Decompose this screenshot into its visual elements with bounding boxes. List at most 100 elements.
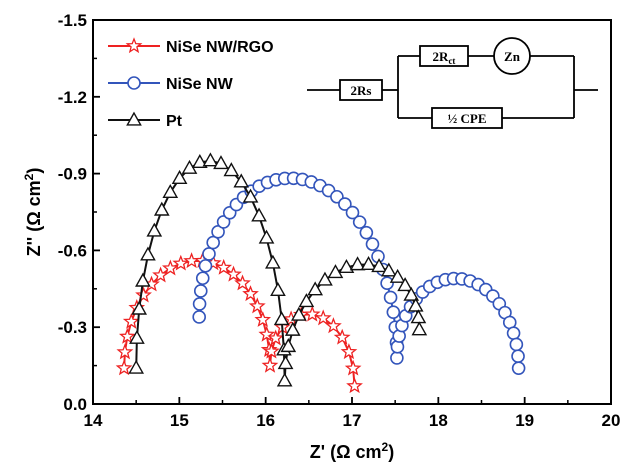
data-point	[251, 207, 267, 222]
data-point	[314, 309, 332, 326]
data-point	[276, 372, 293, 387]
data-point	[298, 293, 315, 308]
data-point	[258, 325, 276, 342]
y-tick-label: -0.3	[58, 318, 87, 337]
y-tick-label: -0.9	[58, 165, 87, 184]
data-point	[213, 155, 229, 170]
data-point	[135, 286, 152, 303]
equivalent-circuit-diagram	[307, 37, 598, 129]
data-point	[223, 162, 240, 177]
data-point	[127, 76, 141, 90]
data-point	[344, 359, 362, 376]
data-point	[152, 266, 169, 283]
data-point	[161, 259, 179, 276]
data-point	[359, 225, 374, 240]
x-tick-label: 15	[170, 411, 189, 430]
data-point	[333, 328, 351, 345]
circuit-rct-label: 2Rct	[433, 49, 456, 66]
data-point	[115, 359, 133, 376]
data-point	[407, 297, 424, 312]
data-point	[193, 284, 208, 298]
data-point	[325, 317, 342, 334]
data-point	[118, 327, 136, 344]
data-point	[371, 258, 387, 273]
data-point	[128, 359, 145, 374]
y-tick-label: -1.2	[58, 88, 87, 107]
data-point	[411, 321, 428, 336]
y-tick-label: -1.5	[58, 11, 87, 30]
series-line	[198, 177, 520, 369]
data-point	[360, 256, 377, 271]
data-point	[506, 326, 521, 340]
data-point	[116, 343, 134, 360]
series-layer	[115, 152, 526, 394]
data-point	[129, 329, 145, 344]
data-point	[389, 268, 406, 283]
data-point	[291, 306, 307, 321]
data-point	[383, 290, 398, 305]
data-point	[277, 355, 294, 370]
data-point	[263, 342, 280, 359]
data-point	[215, 258, 233, 275]
x-axis-title: Z' (Ω cm2)	[310, 440, 394, 462]
data-point	[303, 305, 321, 322]
data-point	[162, 183, 179, 199]
data-point	[202, 152, 219, 167]
data-point	[126, 111, 142, 126]
data-point	[338, 258, 355, 274]
data-point	[172, 254, 190, 271]
legend: NiSe NW/RGO NiSe NW Pt	[108, 37, 274, 130]
data-point	[140, 246, 156, 261]
data-point	[195, 271, 210, 286]
data-point	[365, 237, 380, 251]
data-point	[192, 153, 208, 168]
data-point	[171, 169, 188, 184]
data-point	[267, 329, 285, 346]
data-point	[352, 215, 367, 229]
data-point	[202, 247, 216, 261]
data-point	[380, 262, 397, 277]
data-point	[261, 356, 279, 373]
x-tick-label: 19	[515, 411, 534, 430]
legend-label: NiSe NW	[166, 76, 234, 93]
data-point	[233, 173, 250, 188]
data-point	[192, 310, 206, 324]
data-point	[216, 215, 231, 229]
data-point	[327, 264, 344, 279]
data-point	[340, 343, 358, 360]
data-point	[270, 281, 286, 297]
y-axis-title: Z'' (Ω cm2)	[22, 168, 44, 257]
data-point	[509, 337, 524, 352]
circuit-rs-label: 2Rs	[351, 83, 372, 98]
data-point	[135, 272, 151, 287]
series-group	[128, 152, 428, 387]
data-point	[410, 309, 427, 324]
data-point	[211, 225, 225, 239]
data-point	[284, 321, 301, 336]
data-point	[225, 265, 242, 282]
data-point	[234, 274, 251, 291]
x-tick-label: 14	[84, 411, 103, 430]
axis-ticks: 14 15 16 17 18 19 20 0.0 -0.3 -0.6 -0.9 -1.2 -1.5	[58, 11, 621, 430]
data-point	[153, 201, 170, 216]
data-point	[338, 197, 352, 211]
data-point	[280, 338, 297, 353]
data-point	[192, 297, 207, 311]
data-point	[380, 276, 394, 291]
x-tick-label: 20	[602, 411, 621, 430]
x-tick-label: 18	[429, 411, 448, 430]
data-point	[131, 300, 148, 315]
legend-label: Pt	[166, 113, 183, 130]
x-tick-label: 17	[343, 411, 362, 430]
data-point	[349, 256, 366, 271]
data-point	[273, 311, 290, 326]
data-point	[242, 188, 259, 203]
circuit-zn-label: Zn	[504, 49, 521, 64]
data-point	[346, 377, 363, 394]
data-point	[403, 286, 420, 301]
x-tick-label: 16	[256, 411, 275, 430]
data-point	[390, 351, 404, 365]
data-point	[183, 252, 200, 269]
data-point	[254, 311, 272, 327]
data-point	[265, 254, 281, 269]
